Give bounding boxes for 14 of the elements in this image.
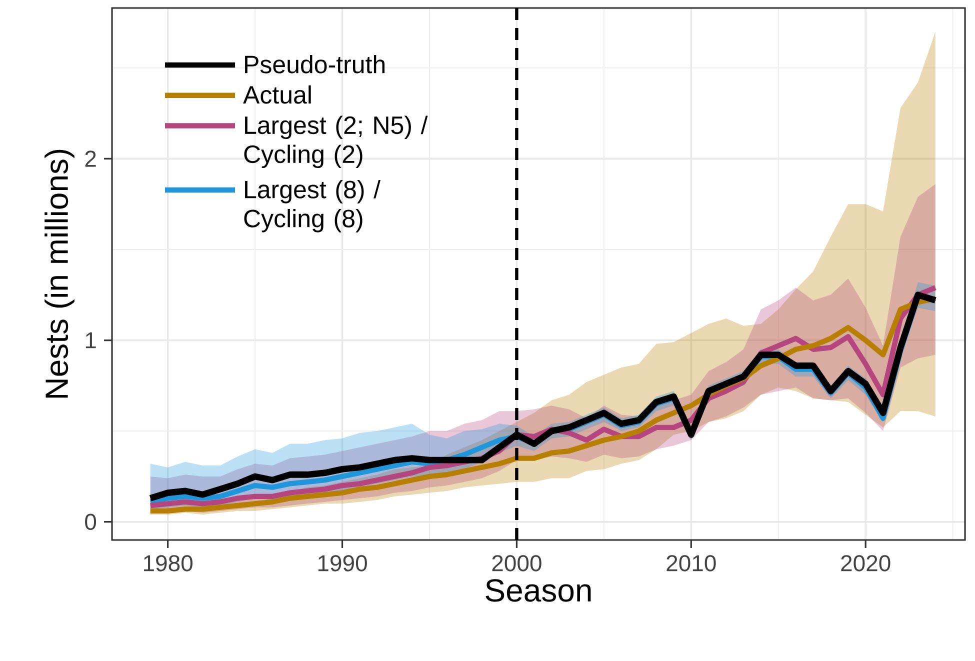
- x-axis-title: Season: [486, 579, 591, 602]
- x-tick-label: 1980: [144, 555, 192, 572]
- x-tick-label: 2010: [666, 555, 716, 572]
- y-axis-title: Nests (in millions): [44, 150, 74, 398]
- y-tick-label: 2: [85, 150, 96, 167]
- legend-label: Largest (8) / Cycling (8): [244, 180, 381, 232]
- y-tick-label: 1: [86, 332, 96, 348]
- legend-label: Largest (2; N5) / Cycling (2): [244, 116, 428, 168]
- x-tick-label: 2020: [841, 555, 890, 572]
- x-tick-label: 1990: [318, 555, 367, 572]
- y-tick-label: 0: [85, 514, 96, 530]
- legend-label: Actual: [243, 85, 311, 104]
- legend-label: Pseudo-truth: [245, 54, 384, 74]
- x-tick-label: 2000: [492, 555, 542, 572]
